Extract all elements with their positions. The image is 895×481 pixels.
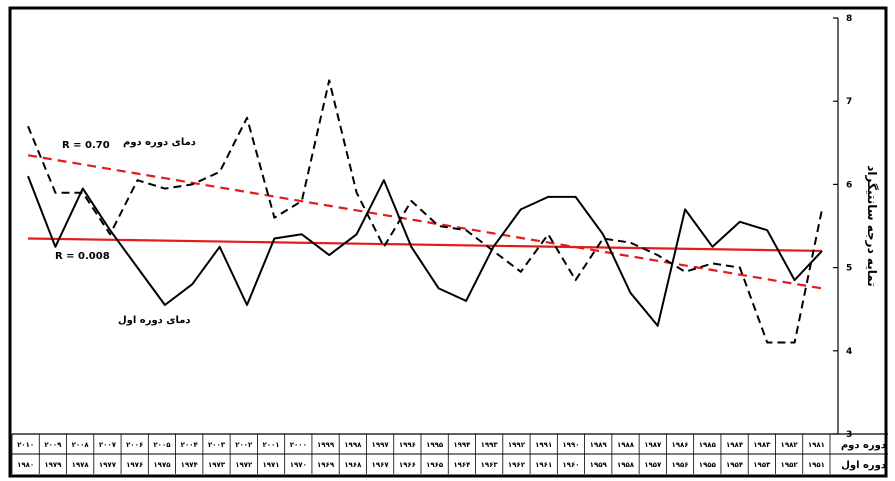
series-lines: [27, 79, 823, 344]
x-tick-label: ۱۹۶۲: [508, 461, 526, 469]
trendlines: [27, 154, 823, 290]
x-tick-label: ۱۹۸۸: [617, 441, 635, 449]
x-tick-label: ۱۹۵۴: [726, 461, 744, 469]
x-tick-label: ۱۹۹۵: [426, 441, 444, 449]
x-tick-label: ۲۰۱۰: [17, 441, 34, 449]
x-tick-label: ۱۹۵۲: [781, 461, 799, 469]
x-tick-label: ۱۹۸۳: [753, 441, 771, 449]
x-tick-label: ۲۰۰۳: [208, 441, 226, 449]
x-tick-label: ۱۹۹۶: [399, 441, 416, 449]
series-line: [27, 79, 823, 344]
x-tick-label: ۱۹۸۲: [781, 441, 799, 449]
x-tick-label: ۱۹۹۰: [562, 441, 579, 449]
year-table-grid: ۲۰۱۰ ۲۰۰۹ ۲۰۰۸ ۲۰۰۷ ۲۰۰۶ ۲۰۰۵ ۲۰۰۴ ۲۰۰۳ ۲۰۰۲ ۲۰۰۱…: [11, 433, 888, 474]
y-tick-label: 7: [846, 97, 852, 107]
x-row-label: دوره دوم: [841, 440, 886, 451]
trendline: [27, 237, 823, 253]
x-tick-label: ۱۹۶۷: [372, 461, 390, 469]
x-tick-label: ۱۹۹۱: [535, 441, 552, 449]
x-tick-label: ۱۹۶۵: [426, 461, 444, 469]
y-tick-label: 4: [846, 347, 852, 357]
x-tick-label: ۲۰۰۵: [153, 441, 171, 449]
trend-label-second-period: R = 0.70: [62, 140, 110, 151]
x-row-label: دوره اول: [841, 460, 886, 471]
x-tick-label: ۱۹۹۷: [372, 441, 390, 449]
x-tick-label: ۲۰۰۸: [72, 441, 90, 449]
x-tick-label: ۱۹۶۶: [399, 461, 416, 469]
x-tick-label: ۱۹۸۴: [726, 441, 744, 449]
series-line: [27, 175, 823, 327]
chart-frame: [8, 6, 888, 478]
x-tick-label: ۱۹۵۹: [590, 461, 608, 469]
x-tick-label: ۱۹۷۸: [72, 461, 90, 469]
series-label-second-period: دمای دوره دوم: [123, 137, 196, 148]
y-tick-label: 6: [846, 180, 852, 190]
x-tick-label: ۱۹۷۶: [126, 461, 143, 469]
x-tick-label: ۱۹۵۵: [699, 461, 717, 469]
x-tick-label: ۲۰۰۴: [181, 441, 199, 449]
x-tick-label: ۱۹۶۱: [535, 461, 552, 469]
x-tick-label: ۱۹۸۵: [699, 441, 717, 449]
x-tick-label: ۱۹۷۳: [208, 461, 226, 469]
y-axis-title: تمایه درجه سانتیگراد: [865, 165, 879, 287]
y-tick-label: 5: [846, 264, 852, 274]
x-tick-label: ۱۹۹۴: [453, 441, 471, 449]
x-tick-label: ۱۹۶۰: [562, 461, 579, 469]
x-tick-label: ۲۰۰۰: [290, 441, 307, 449]
x-tick-label: ۱۹۷۰: [290, 461, 307, 469]
trend-label-first-period: R = 0.008: [55, 251, 110, 262]
x-tick-label: ۲۰۰۹: [44, 441, 62, 449]
x-tick-label: ۱۹۹۳: [481, 441, 499, 449]
x-tick-label: ۱۹۸۰: [17, 461, 34, 469]
x-tick-label: ۲۰۰۱: [262, 441, 279, 449]
y-tick-label: 3: [846, 430, 852, 440]
series-label-first-period: دمای دوره اول: [118, 315, 191, 326]
x-tick-label: ۱۹۵۳: [753, 461, 771, 469]
x-tick-label: ۲۰۰۷: [99, 441, 117, 449]
x-tick-label: ۱۹۷۹: [44, 461, 62, 469]
x-tick-label: ۱۹۵۱: [808, 461, 825, 469]
x-tick-label: ۲۰۰۲: [235, 441, 253, 449]
x-tick-label: ۱۹۹۲: [508, 441, 526, 449]
y-tick-label: 8: [846, 14, 852, 24]
x-tick-label: ۱۹۷۵: [153, 461, 171, 469]
x-tick-label: ۱۹۶۹: [317, 461, 335, 469]
x-tick-label: ۱۹۶۸: [344, 461, 362, 469]
x-tick-label: ۱۹۸۹: [590, 441, 608, 449]
x-tick-label: ۱۹۸۷: [644, 441, 662, 449]
x-tick-label: ۱۹۷۴: [181, 461, 199, 469]
x-tick-label: ۱۹۸۶: [671, 441, 688, 449]
x-tick-label: ۱۹۷۷: [99, 461, 117, 469]
x-tick-label: ۱۹۵۷: [644, 461, 662, 469]
y-axis: 3 4 5 6 7 8: [833, 14, 852, 440]
x-tick-label: ۱۹۶۳: [481, 461, 499, 469]
x-tick-label: ۱۹۵۶: [671, 461, 688, 469]
x-tick-label: ۱۹۷۲: [235, 461, 253, 469]
x-tick-label: ۱۹۵۸: [617, 461, 635, 469]
x-tick-label: ۲۰۰۶: [126, 441, 143, 449]
x-tick-label: ۱۹۷۱: [262, 461, 279, 469]
x-tick-label: ۱۹۸۱: [808, 441, 825, 449]
x-tick-label: ۱۹۹۸: [344, 441, 362, 449]
x-tick-label: ۱۹۹۹: [317, 441, 335, 449]
x-tick-label: ۱۹۶۴: [453, 461, 471, 469]
